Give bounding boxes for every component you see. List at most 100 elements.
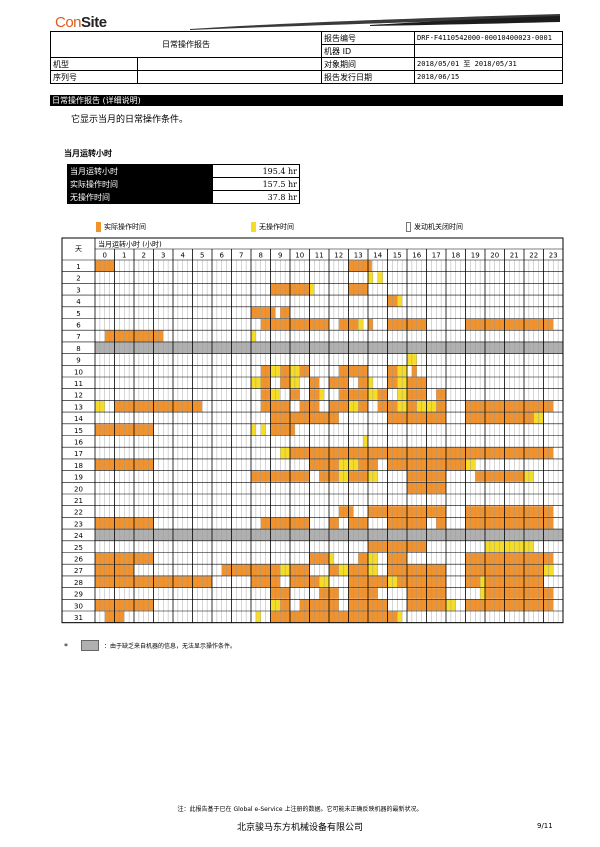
hours-row-idle: 无操作时间 37.8 hr: [67, 190, 300, 204]
no-data-swatch: [81, 640, 99, 651]
note-text: ：由于缺乏来自机器的信息，无法显示操作条件。: [104, 643, 237, 650]
hour-tick-label: 5: [200, 252, 204, 260]
day-label: 7: [76, 333, 80, 341]
day-label: 26: [74, 556, 83, 564]
hour-tick-label: 6: [220, 252, 225, 260]
idle-bar: [260, 424, 266, 435]
day-label: 25: [74, 544, 83, 552]
day-label: 6: [76, 322, 81, 330]
hour-tick-label: 8: [259, 252, 263, 260]
operating-bar: [348, 260, 372, 272]
day-header: 天: [75, 245, 82, 253]
day-label: 23: [74, 520, 83, 528]
day-label: 18: [74, 462, 83, 470]
idle-bar: [480, 576, 485, 588]
grid-border: [61, 237, 564, 624]
day-label: 5: [76, 310, 80, 318]
legend-idle: 无操作时间: [251, 222, 294, 232]
day-label: 21: [74, 497, 83, 505]
company-name: 北京骏马东方机械设备有限公司: [236, 823, 363, 833]
report-info-table: 日常操作报告 报告编号 DRF-F4110542000-00010400023-…: [49, 31, 563, 84]
hours-label: 当月运转小时: [67, 164, 213, 178]
hour-tick-label: 10: [295, 252, 304, 260]
legend-label: 无操作时间: [259, 223, 294, 231]
idle-bar: [368, 377, 373, 389]
day-label: 2: [76, 275, 80, 283]
header-swoosh: [190, 14, 560, 30]
day-label: 3: [76, 286, 80, 294]
day-label: 8: [76, 345, 80, 353]
note-star: *: [64, 642, 68, 651]
day-label: 14: [74, 415, 83, 423]
idle-bar: [397, 611, 403, 623]
legend-off: 发动机关闭时间: [406, 222, 463, 232]
hours-label: 无操作时间: [67, 190, 213, 204]
serial-value: [136, 70, 323, 84]
day-label: 16: [74, 439, 83, 447]
hour-tick-label: 12: [334, 252, 343, 260]
operating-bar: [251, 307, 276, 318]
hour-tick-label: 14: [373, 252, 382, 260]
day-label: 11: [74, 380, 83, 388]
footnote: 注：此报告基于已在 Global e-Service 上注册的数据。它可能未正确…: [177, 806, 423, 813]
hour-tick-label: 20: [490, 252, 499, 260]
issue-date-label: 报告发行日期: [321, 70, 416, 84]
idle-bar: [363, 436, 368, 447]
idle-bar: [329, 553, 334, 564]
legend-label: 实际操作时间: [104, 223, 146, 231]
hour-tick-label: 0: [103, 252, 107, 260]
day-label: 13: [74, 403, 83, 411]
section-title-bar: 日常操作报告 (详细说明): [50, 95, 563, 106]
day-label: 4: [76, 298, 81, 306]
idle-bar: [319, 389, 325, 400]
hour-tick-label: 21: [510, 252, 519, 260]
day-label: 20: [74, 485, 83, 493]
day-label: 10: [74, 368, 83, 376]
hours-value: 37.8 hr: [212, 190, 300, 204]
section-description: 它显示当月的日常操作条件。: [71, 115, 189, 125]
hour-tick-label: 16: [412, 252, 421, 260]
day-label: 31: [74, 614, 83, 622]
idle-bar: [480, 588, 485, 599]
hour-tick-label: 1: [122, 252, 126, 260]
hour-tick-label: 15: [393, 252, 402, 260]
hour-tick-label: 19: [471, 252, 480, 260]
day-label: 24: [74, 532, 83, 540]
day-label: 22: [74, 509, 83, 517]
hour-tick-label: 3: [161, 252, 165, 260]
hours-summary-table: 当月运转小时 195.4 hr 实际操作时间 157.5 hr 无操作时间 37…: [67, 164, 300, 204]
hours-title: 当月运转小时: [64, 149, 112, 158]
logo-part-con: Con: [55, 14, 82, 31]
hour-tick-label: 11: [315, 252, 324, 260]
consite-logo: ConSite: [55, 14, 107, 31]
legend-label: 发动机关闭时间: [414, 223, 463, 231]
hour-tick-label: 9: [278, 252, 282, 260]
hour-tick-label: 22: [529, 252, 538, 260]
idle-bar: [358, 319, 364, 330]
operating-bar: [411, 365, 417, 377]
logo-part-site: Site: [81, 14, 107, 31]
idle-bar: [368, 272, 373, 283]
operating-bar: [270, 424, 295, 435]
issue-date-value: 2018/06/15: [414, 70, 563, 84]
day-label: 1: [76, 263, 80, 271]
idle-bar: [309, 283, 315, 295]
day-label: 28: [74, 579, 83, 587]
hour-tick-label: 23: [549, 252, 558, 260]
day-label: 12: [74, 392, 83, 400]
operating-bar: [368, 319, 373, 330]
idle-bar: [377, 272, 383, 283]
hour-tick-label: 18: [451, 252, 460, 260]
day-label: 30: [74, 602, 83, 610]
hour-tick-label: 4: [181, 252, 186, 260]
day-label: 27: [74, 567, 83, 575]
idle-bar: [397, 295, 403, 307]
day-label: 9: [76, 357, 80, 365]
hour-tick-label: 2: [142, 252, 146, 260]
legend-operating: 实际操作时间: [96, 222, 146, 232]
hour-tick-label: 13: [354, 252, 363, 260]
hour-header: 当月运转小时 (小时): [98, 240, 162, 249]
idle-bar: [251, 424, 256, 435]
hour-tick-label: 7: [239, 252, 243, 260]
